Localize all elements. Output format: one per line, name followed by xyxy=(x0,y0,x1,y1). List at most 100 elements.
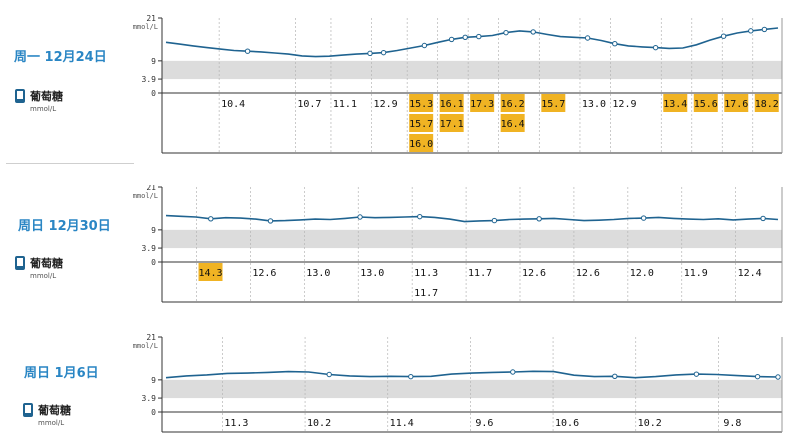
reading-value: 12.6 xyxy=(576,268,600,279)
reading-highlight xyxy=(198,263,223,281)
reading-value: 12.0 xyxy=(630,268,654,279)
reading-value: 16.1 xyxy=(440,99,464,110)
reading-marker xyxy=(491,217,498,224)
reading-value: 13.0 xyxy=(306,268,330,279)
reading-value: 11.3 xyxy=(224,418,248,429)
y-axis-unit: mmol/L xyxy=(133,23,158,31)
reading-value: 11.3 xyxy=(414,268,438,279)
reading-value: 18.2 xyxy=(755,99,779,110)
day-label: 周日 1月6日 xyxy=(24,366,99,381)
reading-marker xyxy=(503,29,509,36)
reading-value: 15.3 xyxy=(409,99,433,110)
reading-value: 12.9 xyxy=(374,99,398,110)
reading-marker xyxy=(530,29,536,35)
glucose-chart: 21 9 3.9 0 mmol/L 14.3 12.6 13.0 13.0 11.3 11.7 11.… xyxy=(133,185,783,303)
reading-value: 11.9 xyxy=(684,268,708,279)
day-label: 周一 12月24日 xyxy=(14,50,107,65)
reading-highlight xyxy=(470,94,495,112)
reading-value: 10.2 xyxy=(638,418,662,429)
reading-marker xyxy=(417,213,423,220)
reading-marker xyxy=(612,41,618,47)
target-range-band xyxy=(162,229,782,249)
reading-value: 14.3 xyxy=(198,268,222,279)
section-divider xyxy=(6,163,134,164)
reading-value: 10.7 xyxy=(297,99,321,110)
reading-highlight xyxy=(409,134,434,152)
reading-value: 13.0 xyxy=(360,268,384,279)
reading-value: 9.6 xyxy=(475,418,493,429)
y-tick-label: 9 xyxy=(151,57,156,66)
reading-value: 10.2 xyxy=(307,418,331,429)
reading-value: 13.0 xyxy=(582,99,606,110)
reading-value: 11.4 xyxy=(390,418,414,429)
reading-marker xyxy=(640,215,647,221)
reading-value: 17.3 xyxy=(470,99,494,110)
reading-marker xyxy=(748,28,754,34)
metric-name: 葡萄糖 xyxy=(30,90,63,103)
reading-marker xyxy=(357,214,363,220)
metric-unit: mmol/L xyxy=(38,419,65,427)
target-range-band xyxy=(162,379,782,399)
reading-highlight xyxy=(663,94,688,112)
reading-marker xyxy=(536,216,542,222)
reading-highlight xyxy=(754,94,779,112)
reading-marker xyxy=(244,48,251,54)
reading-value: 15.6 xyxy=(694,99,718,110)
reading-highlight xyxy=(541,94,566,112)
y-tick-label: 21 xyxy=(146,185,156,192)
reading-highlight xyxy=(409,114,434,132)
reading-highlight xyxy=(439,114,464,132)
day-section: 周日 12月30日 葡萄糖 mmol/L 21 9 3.9 0 mmol/L 14.3 12.… xyxy=(0,185,789,315)
reading-highlight xyxy=(500,114,525,132)
day-section: 周一 12月24日 葡萄糖 mmol/L 21 9 3.9 0 mmol/L 10.4 10.… xyxy=(0,0,789,165)
reading-value: 16.2 xyxy=(501,99,525,110)
reading-value: 16.0 xyxy=(409,139,433,150)
reading-marker xyxy=(421,42,428,49)
y-tick-label: 0 xyxy=(151,258,156,267)
reading-value: 12.9 xyxy=(612,99,636,110)
y-tick-label: 3.9 xyxy=(142,75,157,84)
reading-marker xyxy=(267,218,274,224)
reading-marker xyxy=(367,50,373,57)
y-axis-unit: mmol/L xyxy=(133,192,158,200)
reading-highlight xyxy=(693,94,718,112)
reading-value: 9.8 xyxy=(723,418,741,429)
glucose-chart: 21 9 3.9 0 mmol/L 11.3 10.2 11.4 9.6 10.6 10.2 9.8 xyxy=(133,333,783,433)
phone-device-icon xyxy=(15,256,25,270)
reading-value: 15.7 xyxy=(409,119,433,130)
reading-marker xyxy=(208,216,214,222)
reading-marker xyxy=(720,33,727,39)
day-section: 周日 1月6日 葡萄糖 mmol/L 21 9 3.9 0 mmol/L 11.3 10.2 1… xyxy=(0,333,789,446)
reading-value: 12.6 xyxy=(252,268,276,279)
glucose-chart: 21 9 3.9 0 mmol/L 10.4 10.7 11.1 12.9 15.3 15.7 16.… xyxy=(133,14,783,154)
day-label: 周日 12月30日 xyxy=(18,219,111,234)
metric-label: 葡萄糖 mmol/L xyxy=(14,255,63,280)
reading-marker xyxy=(761,26,768,33)
glucose-line xyxy=(165,214,779,223)
y-tick-label: 0 xyxy=(151,89,156,98)
reading-value: 11.7 xyxy=(468,268,492,279)
reading-value: 12.6 xyxy=(522,268,546,279)
reading-highlight xyxy=(500,94,525,112)
glucose-line xyxy=(165,27,779,58)
metric-unit: mmol/L xyxy=(30,105,57,113)
metric-label: 葡萄糖 mmol/L xyxy=(22,402,71,427)
reading-marker xyxy=(326,371,332,378)
y-tick-label: 9 xyxy=(151,226,156,235)
y-tick-label: 0 xyxy=(151,408,156,417)
reading-marker xyxy=(652,44,659,51)
reading-highlight xyxy=(724,94,749,112)
reading-value: 11.7 xyxy=(414,288,438,299)
reading-marker xyxy=(775,374,781,380)
target-range-band xyxy=(162,60,782,80)
y-tick-label: 21 xyxy=(146,14,156,23)
phone-device-icon xyxy=(15,89,25,103)
reading-value: 15.7 xyxy=(541,99,565,110)
reading-marker xyxy=(380,49,387,56)
metric-name: 葡萄糖 xyxy=(38,404,71,417)
reading-value: 17.6 xyxy=(724,99,748,110)
reading-marker xyxy=(510,369,516,375)
reading-value: 12.4 xyxy=(738,268,762,279)
phone-device-icon xyxy=(23,403,33,417)
glucose-line xyxy=(165,370,779,379)
